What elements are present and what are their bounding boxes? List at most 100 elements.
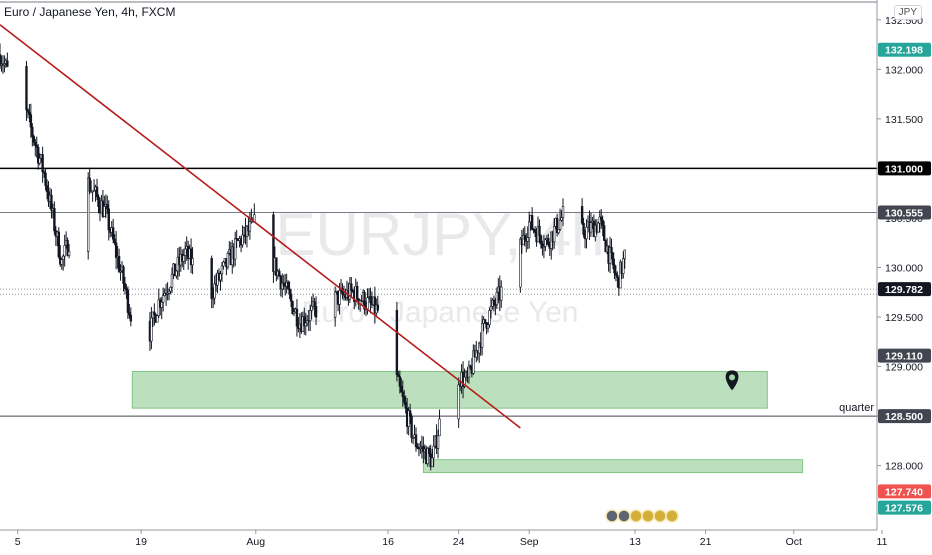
- trendline-layer: [0, 24, 521, 429]
- candle-body: [500, 286, 503, 301]
- price-badge-label: 130.555: [885, 207, 923, 219]
- economic-event-icon[interactable]: [641, 509, 655, 523]
- candle-body: [97, 196, 100, 207]
- candle-body: [585, 226, 588, 240]
- price-badge[interactable]: [878, 205, 931, 220]
- economic-event-icon[interactable]: [617, 509, 631, 523]
- price-badge[interactable]: [878, 409, 931, 424]
- time-tick-label: 21: [700, 536, 712, 548]
- candle-body: [542, 245, 546, 248]
- candle-body: [557, 229, 560, 233]
- candle-body: [42, 171, 46, 174]
- price-axis[interactable]: 128.000 128.500 129.000 129.500 130.000 130.5…: [876, 0, 932, 550]
- candle-body: [281, 282, 284, 290]
- price-badge[interactable]: [878, 282, 931, 297]
- candle-body: [0, 54, 2, 66]
- economic-event-icon[interactable]: [653, 509, 667, 523]
- price-badge[interactable]: [878, 42, 931, 57]
- candle-body: [41, 154, 44, 173]
- candle-body: [57, 231, 61, 258]
- candle-body: [87, 177, 90, 252]
- candle-body: [560, 217, 563, 221]
- candle-body: [38, 158, 41, 164]
- candle-body: [416, 446, 419, 449]
- candle-body: [170, 273, 174, 288]
- price-badge[interactable]: [878, 161, 931, 176]
- price-tick-label: 131.500: [885, 114, 923, 126]
- candle-body: [103, 206, 106, 217]
- candle-body: [469, 365, 472, 369]
- candle-body: [527, 221, 531, 238]
- candle-body: [32, 136, 36, 143]
- candle-body: [304, 322, 307, 327]
- candle-body: [156, 315, 159, 323]
- candle-body: [552, 226, 556, 243]
- candle-body: [601, 219, 604, 226]
- location-pin-dot: [729, 374, 736, 381]
- candle-body: [107, 208, 110, 231]
- currency-badge[interactable]: JPY: [893, 5, 922, 20]
- price-axis-background: [877, 0, 932, 550]
- candle-body: [428, 447, 431, 455]
- candle-body: [616, 275, 619, 278]
- candle-body: [622, 258, 625, 274]
- candle-body: [401, 391, 404, 398]
- candle-body: [395, 309, 399, 375]
- candle-body: [3, 63, 6, 66]
- candle-body: [111, 227, 115, 240]
- price-badge[interactable]: [878, 348, 931, 363]
- candle-body: [60, 259, 63, 265]
- candle-body: [613, 264, 616, 274]
- candle-body: [222, 261, 225, 267]
- candle-body: [219, 273, 222, 281]
- candle-body: [467, 365, 471, 378]
- candle-body: [62, 255, 65, 260]
- time-tick-label: 19: [135, 536, 147, 548]
- candle-body: [582, 222, 585, 235]
- economic-event-icon[interactable]: [629, 509, 643, 523]
- price-tick-label: 132.000: [885, 64, 923, 76]
- candle-body: [113, 238, 116, 244]
- candle-body: [538, 225, 541, 236]
- candle-body: [275, 257, 278, 277]
- candle-body: [184, 248, 187, 256]
- candle-body: [411, 437, 415, 439]
- candle-body: [523, 234, 526, 241]
- candle-body: [31, 126, 34, 137]
- support-zone[interactable]: [422, 459, 804, 474]
- candle-body: [34, 142, 37, 146]
- marker-layer: [725, 370, 739, 391]
- candle-body: [67, 251, 71, 256]
- candle-body: [122, 266, 125, 284]
- candle-body: [369, 296, 372, 304]
- candle-body: [26, 109, 30, 113]
- candle-body: [348, 283, 352, 300]
- time-axis[interactable]: 5 19 Aug 16 24 Sep 13 21 Oct 11: [0, 529, 888, 550]
- candle-body: [526, 237, 529, 242]
- candle-body: [63, 245, 66, 257]
- candle-body: [608, 247, 612, 264]
- candle-body: [282, 282, 285, 286]
- price-badge-label: 129.782: [885, 284, 923, 296]
- candle-body: [488, 310, 491, 326]
- price-badge[interactable]: [878, 484, 931, 499]
- candle-body: [597, 222, 600, 233]
- trendline[interactable]: [0, 24, 521, 429]
- price-badge[interactable]: [878, 500, 931, 515]
- economic-event-icon[interactable]: [665, 509, 679, 523]
- support-zone[interactable]: [131, 370, 768, 409]
- candle-body: [600, 216, 603, 221]
- price-badge-label: 127.740: [885, 486, 923, 498]
- economic-event-icon[interactable]: [605, 509, 619, 523]
- candlesticks: [0, 43, 626, 471]
- price-badge-label: 131.000: [885, 163, 923, 175]
- price-badge-label: 132.198: [885, 45, 923, 57]
- candle-body: [153, 311, 156, 316]
- candle-body: [430, 457, 434, 468]
- candle-body: [541, 243, 544, 248]
- candle-body: [495, 291, 499, 306]
- candle-body: [241, 234, 244, 246]
- candle-body: [397, 374, 400, 377]
